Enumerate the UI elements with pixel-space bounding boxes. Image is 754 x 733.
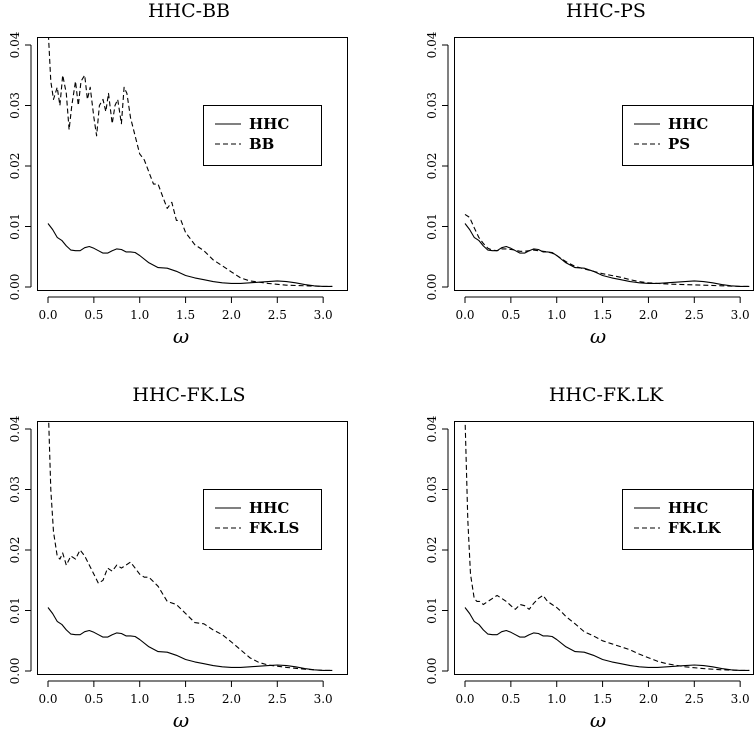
chart-panel-4: HHC-FK.LK 0.0 0.5 1.0 1.5 2.0 2.5 3.0 ω 0.00 0.01 0…	[425, 384, 754, 732]
x-tick-label: 0.5	[84, 308, 103, 322]
x-tick-label: 0.0	[38, 692, 57, 706]
y-tick-label: 0.03	[425, 476, 439, 503]
x-tick-label: 1.5	[593, 692, 612, 706]
y-tick-label: 0.02	[8, 537, 22, 564]
x-tick-label: 2.0	[639, 692, 658, 706]
y-tick-label: 0.02	[425, 537, 439, 564]
chart-title: HHC-FK.LS	[132, 384, 245, 406]
x-tick-label: 2.5	[268, 308, 287, 322]
x-tick-label: 2.0	[222, 692, 241, 706]
x-axis-label: ω	[173, 708, 189, 732]
y-tick-label: 0.01	[8, 597, 22, 624]
x-tick-label: 0.0	[455, 692, 474, 706]
x-tick-label: 1.5	[593, 308, 612, 322]
legend-label: PS	[668, 135, 690, 153]
x-axis-label: ω	[590, 324, 606, 348]
series-line-hhc	[48, 224, 332, 287]
legend: HHC BB	[204, 106, 322, 166]
x-tick-label: 3.0	[731, 692, 750, 706]
y-tick-label: 0.02	[425, 153, 439, 180]
legend-label: HHC	[249, 499, 289, 517]
legend: HHC FK.LS	[204, 490, 322, 550]
x-tick-label: 2.5	[268, 692, 287, 706]
x-tick-label: 0.5	[501, 692, 520, 706]
y-tick-label: 0.00	[8, 658, 22, 685]
y-tick-label: 0.03	[8, 92, 22, 119]
y-tick-label: 0.03	[425, 92, 439, 119]
x-axis-label: ω	[590, 708, 606, 732]
chart-panel-3: HHC-FK.LS 0.0 0.5 1.0 1.5 2.0 2.5 3.0 ω 0.00 0.01 0…	[8, 384, 348, 732]
series-line-hhc	[465, 608, 749, 671]
x-axis-label: ω	[173, 324, 189, 348]
series-line-ps	[465, 214, 749, 286]
chart-title: HHC-FK.LK	[549, 384, 664, 406]
legend-label: FK.LK	[668, 519, 721, 537]
series-line-hhc	[48, 608, 332, 671]
legend-label: HHC	[668, 115, 708, 133]
chart-title: HHC-BB	[148, 0, 230, 22]
legend: HHC FK.LK	[623, 490, 753, 550]
x-tick-label: 1.0	[130, 692, 149, 706]
x-tick-label: 1.0	[547, 308, 566, 322]
y-tick-label: 0.04	[425, 31, 439, 58]
y-tick-label: 0.00	[425, 274, 439, 301]
x-tick-label: 3.0	[731, 308, 750, 322]
x-tick-label: 2.0	[639, 308, 658, 322]
x-tick-label: 2.5	[685, 308, 704, 322]
x-tick-label: 2.0	[222, 308, 241, 322]
y-tick-label: 0.01	[425, 597, 439, 624]
y-tick-label: 0.03	[8, 476, 22, 503]
legend-label: HHC	[249, 115, 289, 133]
x-tick-label: 0.5	[84, 692, 103, 706]
chart-panel-2: HHC-PS 0.0 0.5 1.0 1.5 2.0 2.5 3.0 ω 0.00 0.01 0.02…	[425, 0, 754, 348]
x-tick-label: 0.0	[455, 308, 474, 322]
y-tick-label: 0.01	[8, 213, 22, 240]
legend-label: BB	[249, 135, 274, 153]
y-tick-label: 0.04	[8, 415, 22, 442]
x-tick-label: 0.0	[38, 308, 57, 322]
x-tick-label: 3.0	[314, 308, 333, 322]
series-line-hhc	[465, 224, 749, 287]
y-tick-label: 0.02	[8, 153, 22, 180]
y-tick-label: 0.01	[425, 213, 439, 240]
x-tick-label: 2.5	[685, 692, 704, 706]
x-tick-label: 3.0	[314, 692, 333, 706]
chart-panel-1: HHC-BB 0.0 0.5 1.0 1.5 2.0 2.5 3.0 ω 0.00 0.01 0.02…	[8, 0, 348, 348]
y-tick-label: 0.04	[425, 415, 439, 442]
legend: HHC PS	[623, 106, 753, 166]
x-tick-label: 1.0	[130, 308, 149, 322]
x-tick-label: 0.5	[501, 308, 520, 322]
legend-label: HHC	[668, 499, 708, 517]
x-tick-label: 1.5	[176, 692, 195, 706]
chart-title: HHC-PS	[566, 0, 646, 22]
x-tick-label: 1.0	[547, 692, 566, 706]
y-tick-label: 0.04	[8, 31, 22, 58]
y-tick-label: 0.00	[425, 658, 439, 685]
y-tick-label: 0.00	[8, 274, 22, 301]
legend-label: FK.LS	[249, 519, 299, 537]
x-tick-label: 1.5	[176, 308, 195, 322]
